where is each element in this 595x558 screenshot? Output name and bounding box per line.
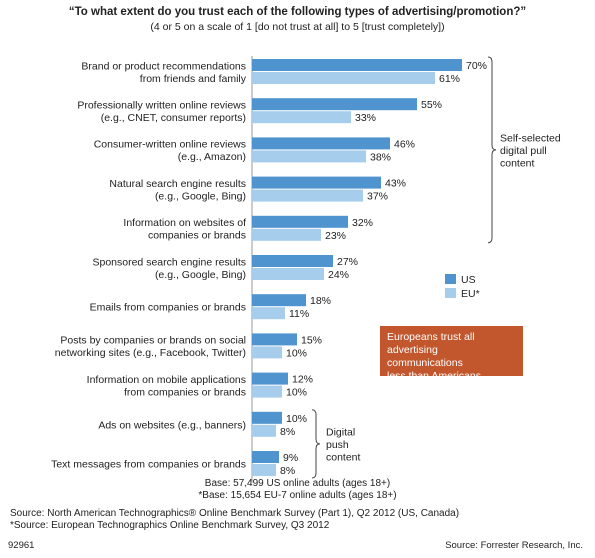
category-label: Consumer-written online reviews (e.g., Am… xyxy=(94,139,246,164)
bar-us xyxy=(252,176,381,189)
base-note-eu: *Base: 15,654 EU-7 online adults (ages 1… xyxy=(198,490,397,501)
chart-title: “To what extent do you trust each of the… xyxy=(68,6,527,18)
data-label-eu: 61% xyxy=(439,73,460,85)
bar-us xyxy=(252,255,333,267)
bar-eu xyxy=(252,464,276,476)
data-label-us: 10% xyxy=(286,413,307,425)
bar-us xyxy=(252,98,417,111)
category-label: Sponsored search engine results (e.g., Go… xyxy=(92,256,246,281)
data-label-eu: 8% xyxy=(280,465,295,477)
data-label-eu: 10% xyxy=(286,387,307,399)
category-label: Information on websites of companies or b… xyxy=(123,217,246,242)
bar-us xyxy=(252,294,306,307)
chart-subtitle: (4 or 5 on a scale of 1 [do not trust at… xyxy=(150,21,445,33)
bar-us xyxy=(252,372,288,385)
bar-chart: Brand or product recommendations from fri… xyxy=(51,56,561,483)
bracket xyxy=(311,409,321,479)
category-label: Information on mobile applications from c… xyxy=(87,374,246,399)
figure-id: 92961 xyxy=(8,540,35,551)
bar-us xyxy=(252,59,462,71)
data-label-eu: 38% xyxy=(370,151,391,163)
bar-eu xyxy=(252,189,363,202)
bracket-label: Self-selected digital pull content xyxy=(500,132,561,169)
category-label: Posts by companies or brands on social ne… xyxy=(55,335,246,360)
data-label-us: 12% xyxy=(292,374,313,386)
data-label-us: 18% xyxy=(310,295,331,307)
data-label-us: 15% xyxy=(301,334,322,346)
data-label-eu: 10% xyxy=(286,347,307,359)
data-label-us: 43% xyxy=(385,178,406,190)
category-label: Text messages from companies or brands xyxy=(51,459,246,471)
bracket xyxy=(487,56,497,244)
bar-us xyxy=(252,411,282,424)
category-label: Natural search engine results (e.g., Goog… xyxy=(109,178,246,203)
data-label-us: 9% xyxy=(283,452,298,464)
category-label: Professionally written online reviews (e.… xyxy=(77,99,246,124)
legend-label-eu: EU* xyxy=(461,288,480,300)
data-label-eu: 11% xyxy=(289,308,309,320)
callout-box: Europeans trust all advertising communic… xyxy=(380,326,523,382)
category-label: Brand or product recommendations from fri… xyxy=(81,60,246,85)
data-label-us: 46% xyxy=(394,138,415,150)
bar-us xyxy=(252,451,279,463)
bracket-label: Digital push content xyxy=(326,426,361,463)
base-note-us: Base: 57,499 US online adults (ages 18+) xyxy=(204,478,391,489)
bar-us xyxy=(252,215,348,228)
data-label-eu: 37% xyxy=(367,191,388,203)
legend-label-us: US xyxy=(461,274,476,286)
data-label-eu: 23% xyxy=(325,230,346,242)
bar-eu xyxy=(252,346,282,359)
bar-eu xyxy=(252,150,366,163)
bar-eu xyxy=(252,385,282,398)
credit: Source: Forrester Research, Inc. xyxy=(445,540,583,551)
data-label-us: 32% xyxy=(352,217,373,229)
source-note-us: Source: North American Technographics® O… xyxy=(10,508,460,519)
bar-eu xyxy=(252,307,285,320)
data-label-us: 70% xyxy=(466,60,487,72)
bar-eu xyxy=(252,72,435,84)
data-label-eu: 24% xyxy=(328,269,349,281)
bar-us xyxy=(252,333,297,346)
category-label: Ads on websites (e.g., banners) xyxy=(98,419,246,431)
data-label-us: 55% xyxy=(421,99,442,111)
data-label-us: 27% xyxy=(337,256,358,268)
category-label: Emails from companies or brands xyxy=(90,302,246,314)
bar-eu xyxy=(252,424,276,437)
legend-swatch-eu xyxy=(445,288,456,298)
data-label-eu: 8% xyxy=(280,426,295,438)
data-label-eu: 33% xyxy=(355,112,376,124)
bar-eu xyxy=(252,228,321,241)
bar-eu xyxy=(252,111,351,124)
legend-swatch-us xyxy=(445,274,456,284)
bar-us xyxy=(252,137,390,150)
bar-eu xyxy=(252,268,324,280)
source-note-eu: *Source: European Technographics Online … xyxy=(10,520,330,531)
